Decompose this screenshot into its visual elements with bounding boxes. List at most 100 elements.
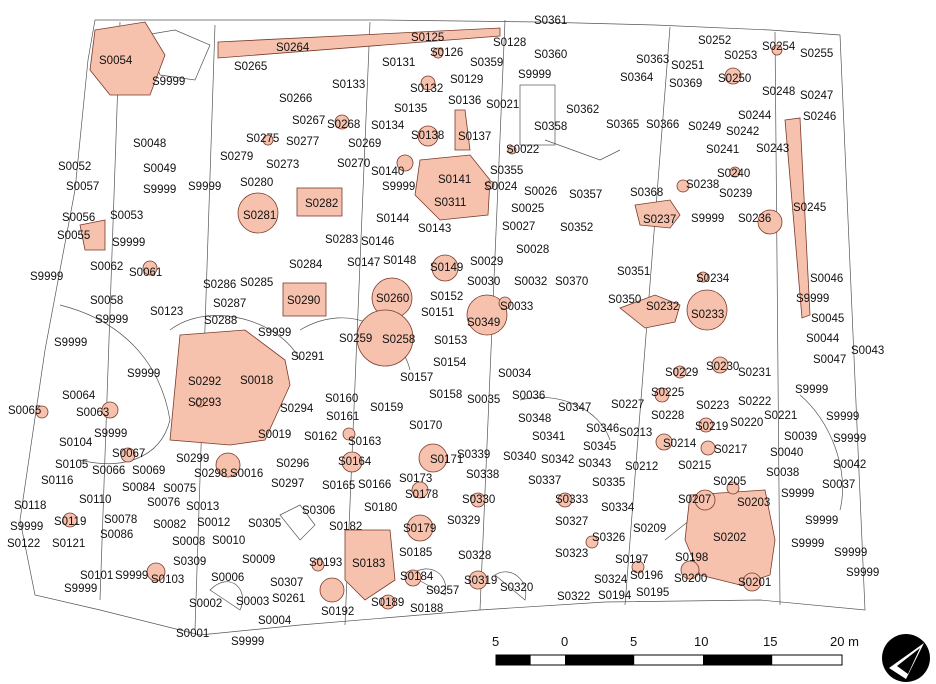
label-S9999_f: S9999 <box>691 213 724 225</box>
feature-S0330 <box>470 492 486 508</box>
label-S9999_h: S9999 <box>30 271 63 283</box>
label-S0260: S0260 <box>376 293 409 305</box>
feature-S0333 <box>557 492 573 508</box>
scale-bar-segment <box>703 655 773 665</box>
label-S0219: S0219 <box>695 421 728 433</box>
label-S0197: S0197 <box>615 554 648 566</box>
feature-S0196 <box>631 560 645 574</box>
feature-S0225 <box>654 387 670 403</box>
label-S0166: S0166 <box>358 479 391 491</box>
feature-S0282 <box>296 187 343 217</box>
label-S0306: S0306 <box>302 505 335 517</box>
label-S0063: S0063 <box>76 407 109 419</box>
label-S0269: S0269 <box>348 138 381 150</box>
label-S0183: S0183 <box>352 558 385 570</box>
label-S0160: S0160 <box>325 393 358 405</box>
label-S0244: S0244 <box>738 110 772 122</box>
feature-S0232 <box>619 294 681 329</box>
feature-S0193 <box>311 558 325 572</box>
label-S0025: S0025 <box>511 203 544 215</box>
label-S0193: S0193 <box>309 557 342 569</box>
label-S0001: S0001 <box>176 628 209 640</box>
label-S0364: S0364 <box>620 72 654 84</box>
label-S0013: S0013 <box>186 501 219 513</box>
north-arrow-icon <box>882 634 930 682</box>
feature-S0024 <box>485 180 495 190</box>
feature-S0103 <box>146 562 166 582</box>
label-S0151: S0151 <box>421 307 454 319</box>
label-S0165: S0165 <box>322 480 355 492</box>
label-S0123: S0123 <box>150 306 183 318</box>
label-S0034: S0034 <box>498 368 532 380</box>
label-S9999_u: S9999 <box>791 538 824 550</box>
label-S0350: S0350 <box>608 294 641 306</box>
label-S0134: S0134 <box>371 120 405 132</box>
label-S9999_y: S9999 <box>64 583 97 595</box>
label-S9999_r: S9999 <box>781 488 814 500</box>
label-S0122: S0122 <box>7 538 40 550</box>
label-S0319: S0319 <box>464 575 497 587</box>
label-S0103: S0103 <box>151 574 184 586</box>
label-S0242: S0242 <box>726 126 759 138</box>
label-S0104: S0104 <box>59 437 93 449</box>
feature-S0236 <box>757 209 783 235</box>
label-S0042: S0042 <box>833 459 866 471</box>
feature-S0141 <box>414 154 491 221</box>
label-S0236: S0236 <box>738 213 771 225</box>
label-S0184: S0184 <box>400 571 434 583</box>
label-S0284: S0284 <box>289 259 323 271</box>
label-S9999_a: S9999 <box>152 76 185 88</box>
label-S0299: S0299 <box>176 453 209 465</box>
feature-S0171 <box>418 443 448 473</box>
label-S0009: S0009 <box>242 554 275 566</box>
label-S0245: S0245 <box>793 202 826 214</box>
label-S0146: S0146 <box>361 236 394 248</box>
label-S0132: S0132 <box>410 83 443 95</box>
label-S9999_w: S9999 <box>115 570 148 582</box>
label-S0029: S0029 <box>470 256 503 268</box>
label-S0062: S0062 <box>90 261 123 273</box>
scale-label-0: 0 <box>561 634 568 649</box>
label-S0251: S0251 <box>671 60 704 72</box>
label-S0192: S0192 <box>321 606 354 618</box>
label-S0180: S0180 <box>364 502 397 514</box>
label-S0363: S0363 <box>636 54 669 66</box>
label-S0194: S0194 <box>598 590 632 602</box>
label-S0223: S0223 <box>696 400 729 412</box>
label-S0049: S0049 <box>143 163 176 175</box>
label-S9999_v: S9999 <box>834 547 867 559</box>
label-S0052: S0052 <box>58 161 91 173</box>
label-S0012: S0012 <box>197 517 230 529</box>
label-S0252: S0252 <box>698 35 731 47</box>
feature-S0268 <box>334 114 350 130</box>
scale-bar-frame <box>495 654 843 666</box>
label-S0343: S0343 <box>578 458 611 470</box>
label-S0341: S0341 <box>532 431 565 443</box>
feature-S0163 <box>342 427 356 441</box>
label-S0032: S0032 <box>514 276 547 288</box>
label-S0140: S0140 <box>371 166 404 178</box>
label-S0182: S0182 <box>329 521 362 533</box>
label-S0137: S0137 <box>458 131 491 143</box>
feature-S0254 <box>771 44 783 56</box>
label-S0268: S0268 <box>327 119 360 131</box>
label-S0086: S0086 <box>100 529 133 541</box>
label-S0347: S0347 <box>558 402 591 414</box>
label-S0349: S0349 <box>467 317 500 329</box>
label-S9999_i: S9999 <box>796 293 829 305</box>
feature-S0219 <box>698 417 714 433</box>
feature-S0205 <box>726 481 740 495</box>
label-S9999_n: S9999 <box>795 384 828 396</box>
label-S0018: S0018 <box>240 375 273 387</box>
label-S0035: S0035 <box>467 394 500 406</box>
label-S0259: S0259 <box>339 333 372 345</box>
label-S0022: S0022 <box>506 144 539 156</box>
label-S0228: S0228 <box>651 410 684 422</box>
label-S0222: S0222 <box>738 396 771 408</box>
feature-S0240 <box>729 166 741 178</box>
label-S9999_b: S9999 <box>518 69 551 81</box>
label-S0267: S0267 <box>292 115 325 127</box>
label-S0241: S0241 <box>706 144 739 156</box>
label-S0152: S0152 <box>430 291 463 303</box>
label-S0293: S0293 <box>188 397 221 409</box>
